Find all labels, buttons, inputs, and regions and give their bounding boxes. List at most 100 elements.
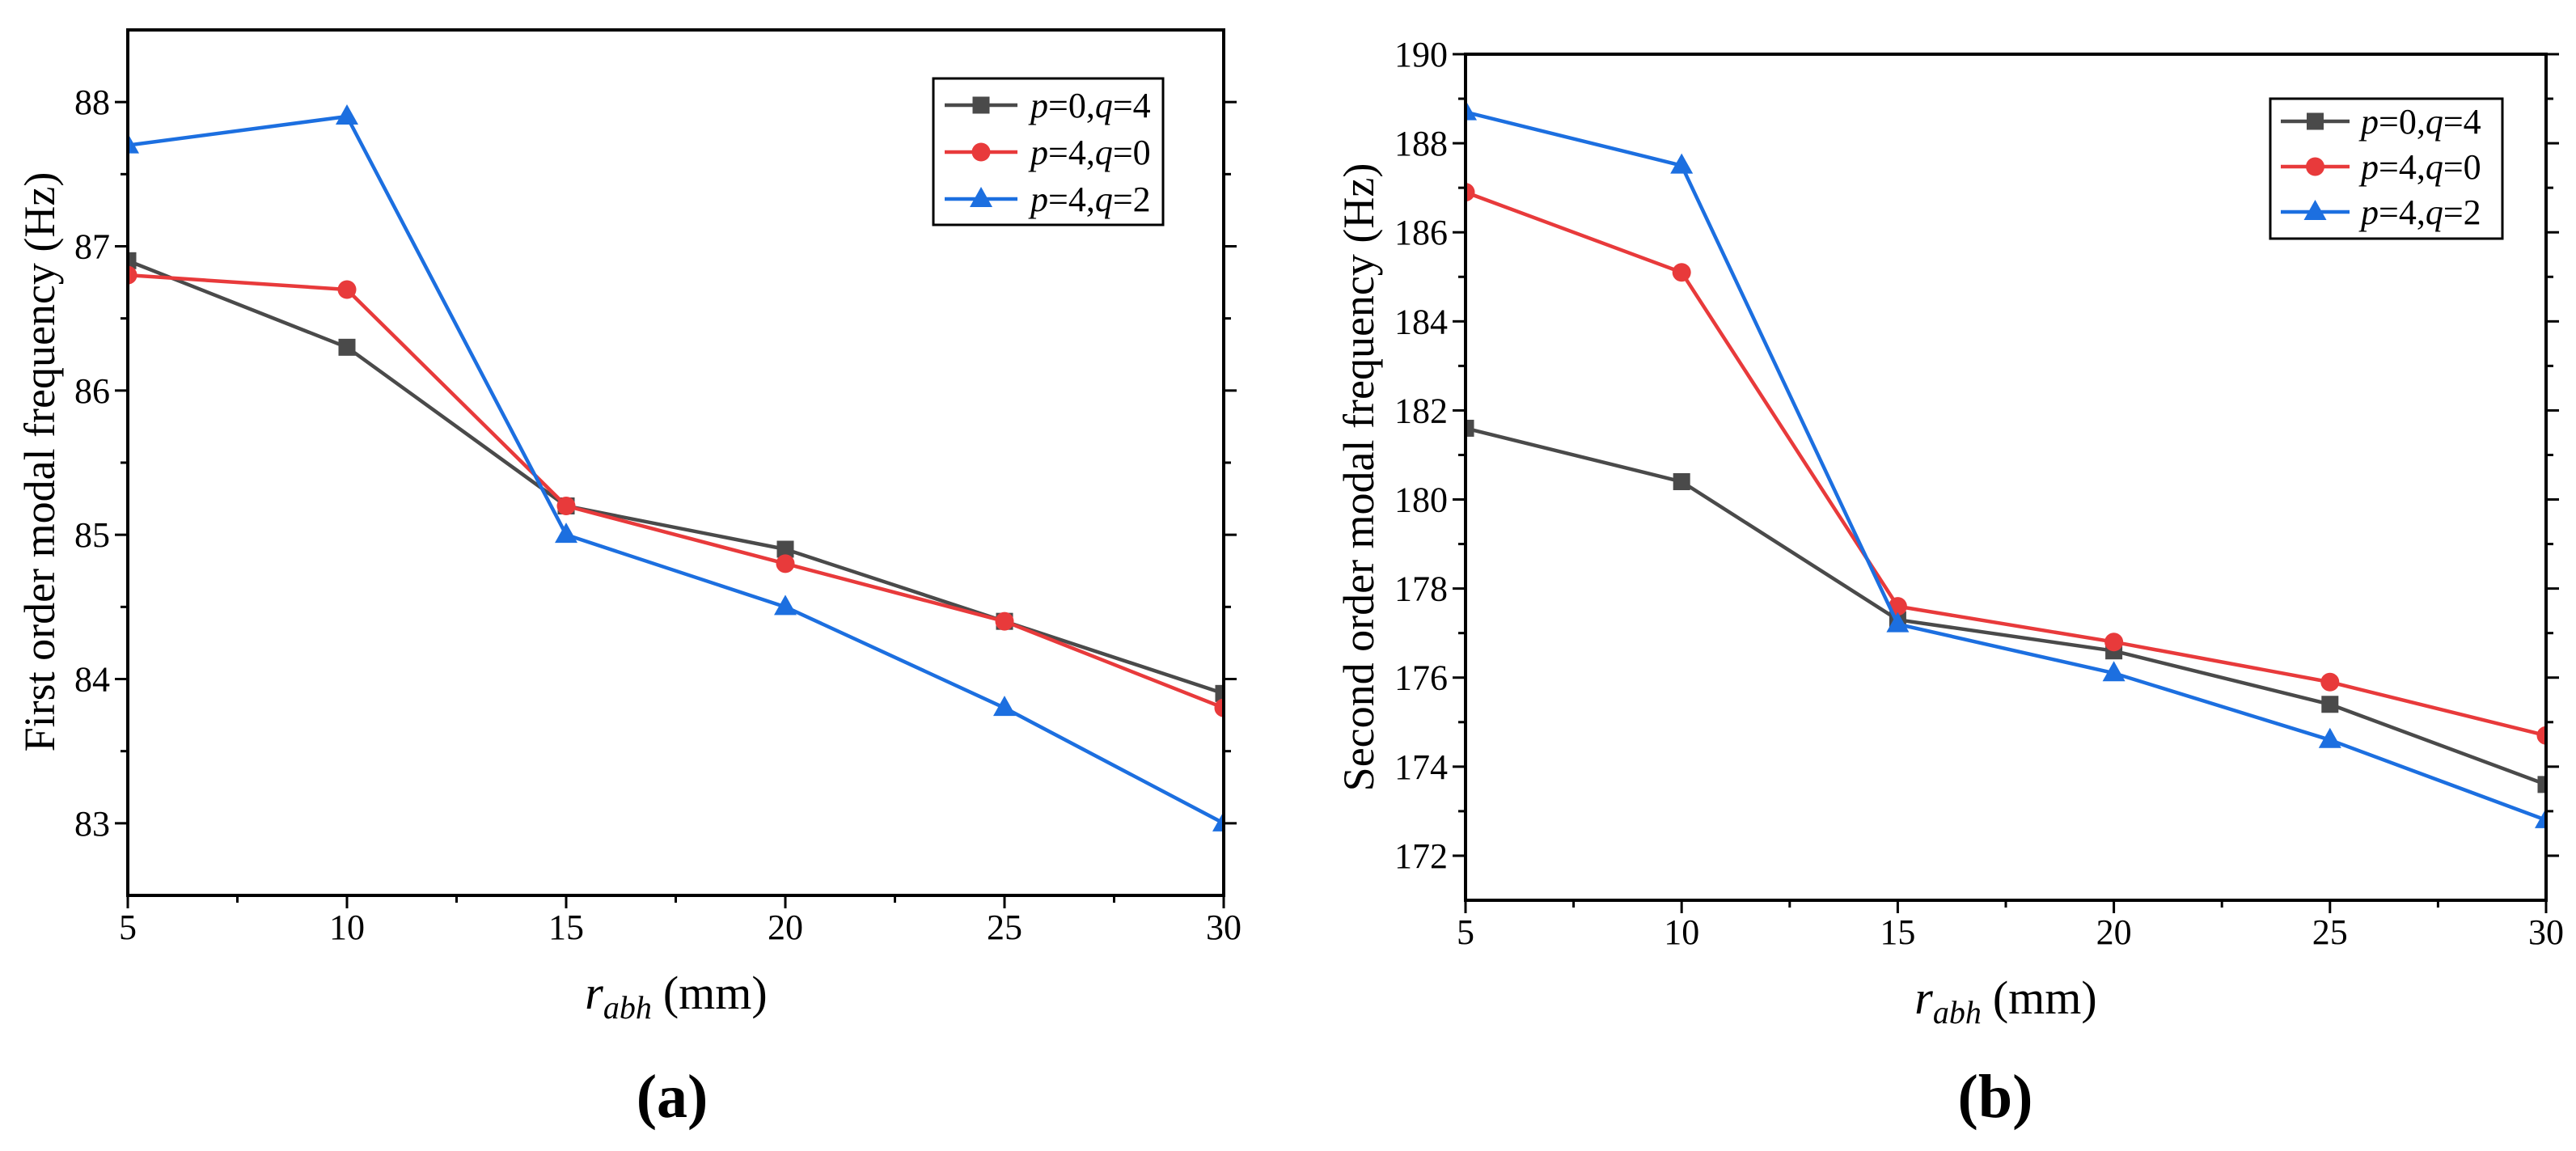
legend-marker-triangle-icon (2303, 200, 2327, 220)
x-tick-label: 25 (987, 908, 1022, 947)
x-tick-label: 15 (1880, 912, 1915, 952)
data-point-p-4-q-2 (774, 595, 797, 616)
data-point-p-4-q-2 (1466, 99, 1477, 121)
x-tick-label: 10 (1664, 912, 1699, 952)
x-axis-title: rabh (mm) (1914, 971, 2096, 1030)
legend-italic-symbol: q (2426, 193, 2443, 232)
data-point-p-4-q-2 (1212, 810, 1224, 832)
y-tick-label: 176 (1394, 658, 1448, 698)
legend-label: p=0,q=4 (2358, 102, 2481, 142)
legend-label: p=4,q=0 (2358, 147, 2481, 187)
legend-text-part: =2 (1113, 180, 1151, 219)
data-point-p-4-q-2 (555, 523, 577, 544)
data-point-p-4-q-2 (2535, 807, 2546, 828)
x-tick-label: 20 (2096, 912, 2132, 952)
legend-text-part: =4, (1048, 180, 1095, 219)
legend-italic-symbol: p (2358, 102, 2379, 142)
legend-text-part: =4, (2379, 193, 2426, 232)
legend-text-part: =0, (2379, 102, 2426, 142)
data-point-p-4-q-0 (776, 554, 795, 573)
plot-area (128, 104, 1224, 832)
data-point-p-4-q-0 (995, 611, 1014, 631)
legend-text-part: =0 (1113, 133, 1151, 172)
x-tick-label: 5 (1457, 912, 1474, 952)
y-tick-label: 182 (1394, 391, 1448, 430)
legend-marker-circle-icon (971, 142, 991, 162)
plot-frame (126, 28, 1225, 897)
legend-text-part: =2 (2443, 193, 2481, 232)
legend-text-part: =4 (1113, 86, 1151, 125)
data-point-p-4-q-0 (2536, 726, 2546, 745)
legend-text-part: =4, (1048, 133, 1095, 172)
data-point-p-4-q-2 (128, 133, 139, 154)
legend: p=0,q=4p=4,q=0p=4,q=2 (932, 77, 1165, 226)
y-tick-label: 172 (1394, 836, 1448, 876)
panel-label: (a) (637, 1063, 709, 1131)
data-point-p-4-q-0 (2320, 672, 2340, 692)
data-point-p-4-q-0 (1672, 263, 1691, 282)
y-tick-label: 84 (74, 660, 110, 700)
y-tick-label: 85 (74, 515, 110, 555)
legend-italic-symbol: p (1028, 180, 1048, 219)
legend-marker-square-icon (2307, 112, 2324, 130)
data-point-p-4-q-0 (2104, 633, 2124, 652)
plot-area (1466, 99, 2546, 828)
x-axis-subscript: abh (1933, 994, 1982, 1030)
legend-italic-symbol: q (2426, 102, 2443, 142)
y-tick-label: 86 (74, 371, 110, 411)
data-point-p-4-q-0 (337, 280, 357, 299)
data-point-p-0-q-4 (128, 252, 137, 269)
data-point-p-4-q-2 (1670, 153, 1694, 174)
chart-b-second-order-frequency: Second order modal frequency (Hz) rabh (m… (1335, 35, 2564, 1131)
legend-label: p=0,q=4 (1028, 86, 1151, 125)
legend-label: p=4,q=2 (1028, 180, 1151, 219)
data-point-p-4-q-0 (1466, 183, 1475, 202)
y-tick-label: 190 (1394, 35, 1448, 74)
legend-text-part: =0 (2443, 147, 2481, 187)
y-axis-title: First order modal frequency (Hz) (15, 172, 64, 752)
data-point-p-4-q-0 (128, 265, 137, 285)
x-axis-symbol: r (1914, 971, 1933, 1024)
x-tick-label: 10 (329, 908, 365, 947)
data-point-p-0-q-4 (2321, 696, 2339, 713)
legend-italic-symbol: q (1095, 86, 1113, 125)
y-tick-label: 186 (1394, 213, 1448, 252)
y-tick-label: 88 (74, 83, 110, 122)
y-tick-label: 178 (1394, 569, 1448, 609)
series-line-p-0-q-4 (128, 259, 1224, 696)
chart-a-first-order-frequency: First order modal frequency (Hz) rabh (mm… (15, 28, 1241, 1131)
legend-italic-symbol: q (1095, 180, 1113, 219)
legend-marker-circle-icon (2306, 157, 2324, 176)
y-axis-title: Second order modal frequency (Hz) (1335, 163, 1383, 792)
legend: p=0,q=4p=4,q=0p=4,q=2 (2269, 97, 2504, 240)
x-tick-label: 20 (768, 908, 803, 947)
series-line-p-0-q-4 (1466, 426, 2546, 786)
y-tick-label: 87 (74, 227, 110, 267)
panel-label: (b) (1958, 1063, 2033, 1131)
plot-frame (1464, 53, 2548, 902)
data-point-p-0-q-4 (2537, 776, 2546, 793)
legend-italic-symbol: p (2358, 193, 2379, 232)
data-point-p-4-q-2 (1886, 611, 1910, 633)
x-tick-label: 30 (1206, 908, 1241, 947)
data-point-p-4-q-2 (336, 104, 358, 125)
x-axis-unit: (mm) (1993, 971, 2097, 1024)
data-point-p-4-q-2 (2102, 661, 2126, 682)
data-point-p-0-q-4 (338, 338, 356, 356)
x-axis-unit: (mm) (663, 967, 768, 1019)
data-point-p-0-q-4 (1466, 419, 1474, 437)
y-tick-label: 174 (1394, 747, 1448, 787)
legend-italic-symbol: q (1095, 133, 1113, 172)
data-point-p-4-q-2 (2318, 727, 2341, 748)
data-point-p-0-q-4 (776, 540, 794, 558)
series-line-p-4-q-0 (128, 273, 1224, 710)
x-tick-label: 25 (2312, 912, 2348, 952)
legend-italic-symbol: p (1028, 133, 1048, 172)
legend-label: p=4,q=0 (1028, 133, 1151, 172)
y-tick-label: 184 (1394, 302, 1448, 341)
x-axis-title: rabh (mm) (585, 967, 767, 1026)
legend-text-part: =4 (2443, 102, 2481, 142)
x-tick-label: 30 (2528, 912, 2564, 952)
data-point-p-0-q-4 (1215, 684, 1224, 702)
series-line-p-4-q-0 (1466, 190, 2546, 738)
